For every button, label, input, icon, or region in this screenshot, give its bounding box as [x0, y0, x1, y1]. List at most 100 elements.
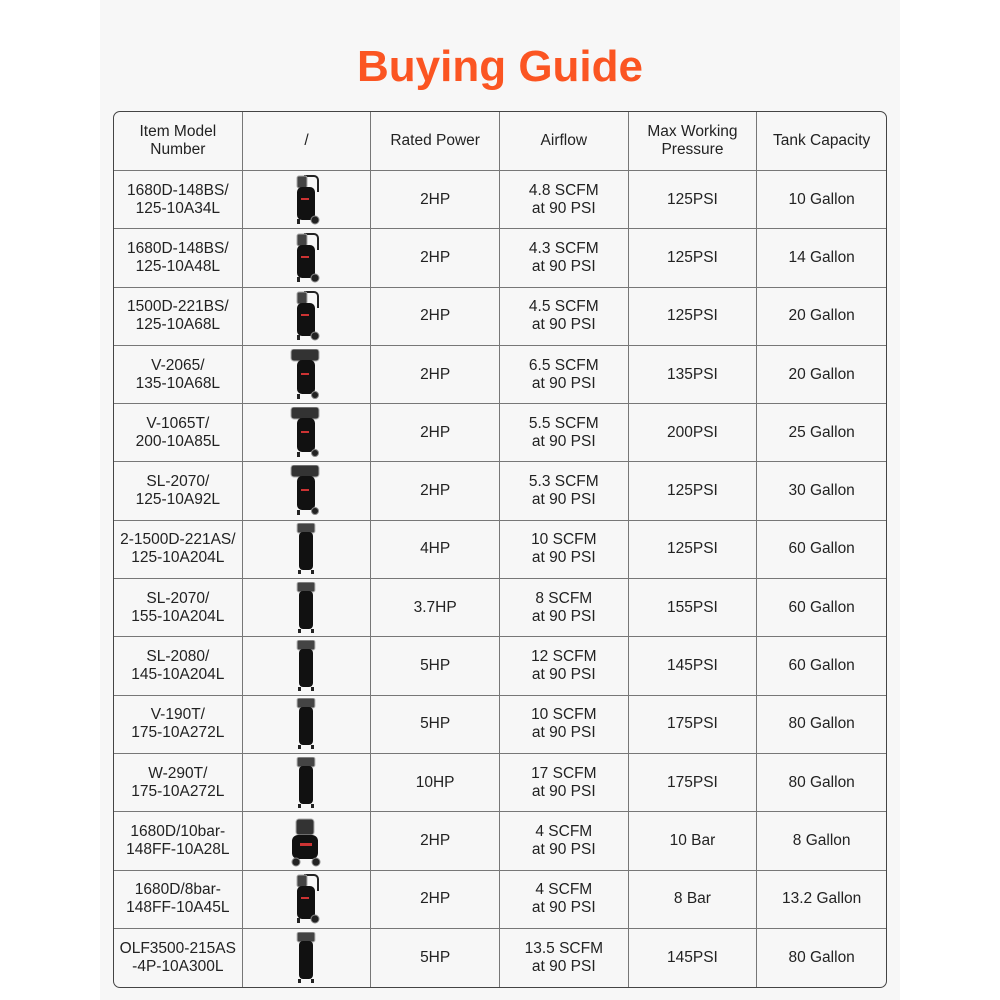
cell-tank-capacity-text: 8 Gallon — [792, 831, 851, 849]
cell-airflow: 8 SCFM at 90 PSI — [499, 579, 629, 638]
table-row: OLF3500-215AS -4P-10A300L 5HP 13.5 SCFM at 9… — [114, 928, 886, 988]
header-image: / — [242, 112, 372, 171]
cell-max-pressure-text: 145PSI — [667, 657, 718, 675]
header-airflow: Airflow — [499, 112, 629, 171]
cell-max-pressure: 125PSI — [628, 171, 758, 230]
cell-airflow-line: 4.3 SCFM — [528, 239, 599, 257]
cell-rated-power-text: 5HP — [420, 715, 451, 733]
cell-airflow-line: at 90 PSI — [531, 724, 596, 742]
table-row: 1680D-148BS/125-10A48L 2HP 4.3 SCFM at 90 P… — [114, 229, 886, 288]
header-text: Max Working — [647, 123, 738, 140]
cell-airflow: 5.3 SCFM at 90 PSI — [499, 462, 629, 521]
table-header-row: Item Model Number / Rated Power Airflow Max W… — [114, 112, 886, 171]
cell-tank-capacity-text: 30 Gallon — [788, 482, 855, 500]
cell-max-pressure-text: 125PSI — [667, 190, 718, 208]
cell-rated-power: 10HP — [371, 753, 500, 813]
cell-tank-capacity-text: 14 Gallon — [788, 248, 855, 266]
cell-model-number-line: 1500D-221BS/ — [126, 298, 229, 316]
vertical-compressor-top-pump-icon — [290, 348, 320, 399]
cell-model-number: 1500D-221BS/125-10A68L — [114, 287, 243, 346]
cell-rated-power-text: 2HP — [420, 423, 451, 441]
page-title: Buying Guide — [357, 42, 643, 91]
cell-max-pressure-text: 200PSI — [667, 423, 718, 441]
cell-airflow: 12 SCFM at 90 PSI — [499, 637, 629, 696]
cell-product-image — [242, 171, 372, 230]
cell-airflow: 10 SCFM at 90 PSI — [499, 695, 629, 754]
cell-rated-power-text: 2HP — [420, 365, 451, 383]
cell-airflow-line: at 90 PSI — [531, 432, 596, 450]
cell-rated-power-text: 2HP — [420, 248, 451, 266]
cell-max-pressure-text: 10 Bar — [669, 831, 716, 849]
cell-model-number-line: -4P-10A300L — [132, 958, 224, 975]
cell-rated-power: 2HP — [371, 287, 500, 346]
cell-rated-power-text: 2HP — [420, 190, 451, 208]
cell-airflow: 6.5 SCFM at 90 PSI — [499, 345, 629, 405]
header-tank-capacity: Tank Capacity — [757, 112, 886, 171]
cell-model-number-line: 200-10A85L — [135, 432, 221, 450]
cell-tank-capacity-text: 10 Gallon — [788, 190, 855, 208]
cell-max-pressure-text: 125PSI — [667, 307, 718, 325]
cell-max-pressure: 175PSI — [628, 695, 758, 754]
cell-model-number: SL-2070/125-10A92L — [114, 462, 243, 521]
cell-max-pressure: 200PSI — [628, 404, 758, 463]
cell-tank-capacity: 25 Gallon — [757, 404, 886, 463]
cell-tank-capacity-text: 25 Gallon — [788, 423, 855, 441]
cell-tank-capacity-text: 60 Gallon — [788, 598, 855, 616]
cell-rated-power: 3.7HP — [371, 579, 500, 638]
cell-airflow-line: at 90 PSI — [531, 257, 596, 275]
cell-model-number-line: W-290T/ — [148, 764, 208, 782]
table-row: SL-2080/145-10A204L 5HP 12 SCFM at 90 PSI 14… — [114, 637, 886, 696]
cell-model-number-line: 1680D-148BS/ — [126, 239, 229, 257]
cell-rated-power: 5HP — [371, 928, 500, 988]
cell-rated-power-text: 2HP — [420, 890, 451, 908]
cell-airflow-line: at 90 PSI — [531, 899, 596, 917]
cell-model-number-line: SL-2070/ — [146, 589, 210, 607]
cell-product-image — [242, 404, 372, 463]
cell-model-number-line: 1680D/10bar- — [130, 822, 226, 840]
cell-rated-power-text: 2HP — [420, 307, 451, 325]
cell-model-number: SL-2070/155-10A204L — [114, 579, 243, 638]
table-row: SL-2070/125-10A92L 2HP 5.3 SCFM at 90 PSI 12… — [114, 462, 886, 521]
cell-rated-power-text: 2HP — [420, 831, 451, 849]
cell-tank-capacity: 14 Gallon — [757, 229, 886, 288]
cell-tank-capacity: 10 Gallon — [757, 171, 886, 230]
tall-vertical-compressor-icon — [296, 523, 316, 575]
cell-rated-power: 2HP — [371, 404, 500, 463]
cell-tank-capacity: 60 Gallon — [757, 637, 886, 696]
cell-max-pressure: 135PSI — [628, 345, 758, 405]
cell-tank-capacity: 8 Gallon — [757, 812, 886, 871]
cell-model-number-line: SL-2070/ — [146, 473, 210, 491]
buying-guide-table: Item Model Number / Rated Power Airflow Max W… — [113, 111, 887, 989]
header-model-number: Item Model Number — [114, 112, 243, 171]
cell-model-number-line: 155-10A204L — [131, 607, 225, 625]
cell-rated-power: 2HP — [371, 870, 500, 929]
cell-max-pressure-text: 135PSI — [667, 365, 718, 383]
cell-product-image — [242, 695, 372, 754]
vertical-compressor-top-pump-icon — [290, 465, 320, 516]
cell-max-pressure: 145PSI — [628, 637, 758, 696]
cell-rated-power: 5HP — [371, 637, 500, 696]
cell-max-pressure-text: 125PSI — [667, 482, 718, 500]
cell-max-pressure-text: 8 Bar — [673, 890, 711, 908]
cell-airflow-line: at 90 PSI — [531, 607, 596, 625]
table-row: 2-1500D-221AS/125-10A204L 4HP 10 SCFM at 90… — [114, 520, 886, 580]
table-row: V-190T/175-10A272L 5HP 10 SCFM at 90 PSI 175… — [114, 695, 886, 754]
cell-model-number-line: 175-10A272L — [131, 724, 225, 742]
cell-model-number-line: 125-10A68L — [135, 316, 221, 334]
cell-airflow-line: 8 SCFM — [535, 589, 593, 607]
table-row: 1500D-221BS/125-10A68L 2HP 4.5 SCFM at 90 P… — [114, 287, 886, 346]
cell-product-image — [242, 345, 372, 405]
tall-vertical-compressor-icon — [296, 932, 316, 983]
cell-rated-power: 2HP — [371, 462, 500, 521]
cell-model-number-line: V-1065T/ — [146, 414, 210, 432]
cell-max-pressure-text: 125PSI — [667, 540, 718, 558]
cell-airflow: 4.5 SCFM at 90 PSI — [499, 287, 629, 346]
cell-model-number-line: 1680D/8bar- — [134, 881, 221, 899]
cell-rated-power-text: 4HP — [420, 540, 451, 558]
cell-tank-capacity: 20 Gallon — [757, 288, 886, 346]
vertical-compressor-with-handle-icon — [296, 291, 320, 341]
cell-model-number-line: V-2065/ — [151, 356, 205, 374]
cell-model-number: SL-2080/145-10A204L — [114, 637, 243, 696]
cell-airflow-line: at 90 PSI — [531, 491, 596, 509]
cell-product-image — [242, 287, 372, 346]
